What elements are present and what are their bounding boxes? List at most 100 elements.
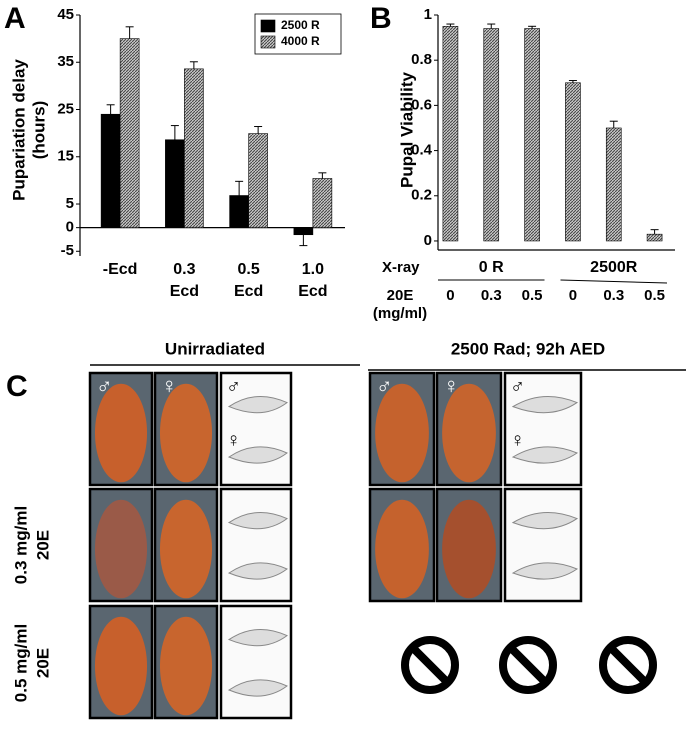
bar <box>646 233 663 242</box>
eye <box>159 383 213 483</box>
sex-symbol: ♂ <box>510 375 525 397</box>
y-tick-label: 0.2 <box>411 187 432 204</box>
y-tick-label: 0 <box>424 232 432 249</box>
group-label: 2500R <box>590 259 638 276</box>
bar <box>184 68 204 228</box>
panel-label: B <box>370 2 392 35</box>
wing <box>227 512 288 530</box>
row-label: 20E <box>33 530 52 560</box>
sex-symbol: ♂ <box>376 373 393 398</box>
wing <box>227 679 288 697</box>
bar <box>524 28 540 242</box>
panel-label: C <box>6 370 28 403</box>
x-tick-label: 1.0 <box>302 261 324 278</box>
eye <box>94 616 148 716</box>
bar <box>119 38 140 228</box>
bar <box>605 127 622 242</box>
bar <box>165 139 185 228</box>
wing-photo <box>219 604 293 720</box>
wing <box>511 395 579 414</box>
group-line <box>560 279 668 284</box>
eye <box>159 616 213 716</box>
wing-photo <box>503 487 583 603</box>
no-symbol-bar <box>608 645 648 685</box>
wing-photo <box>219 371 293 487</box>
eye <box>94 499 148 599</box>
no-symbol <box>599 636 657 694</box>
y-tick-label: 35 <box>57 53 74 70</box>
legend-swatch <box>260 19 276 33</box>
y-axis-label: (hours) <box>29 101 48 160</box>
row-label: (mg/ml) <box>373 305 427 322</box>
x-tick-label: 0.5 <box>522 287 543 304</box>
eye <box>94 383 148 483</box>
sex-symbol: ♀ <box>226 429 241 451</box>
wing-photo <box>503 371 583 487</box>
wing <box>227 396 288 414</box>
panel-label: A <box>4 2 26 35</box>
wing <box>227 629 288 647</box>
x-tick-label: 0.5 <box>644 287 665 304</box>
eye <box>375 499 429 599</box>
y-tick-label: 25 <box>57 100 74 117</box>
bar <box>100 113 121 228</box>
sex-symbol: ♂ <box>226 375 241 397</box>
y-axis-label: Pupariation delay <box>9 59 28 201</box>
x-tick-label: 0 <box>569 287 577 304</box>
no-symbol-bar <box>410 645 450 685</box>
eye <box>442 383 496 483</box>
y-axis-label: Pupal Viability <box>397 72 416 188</box>
row-label: 0.3 mg/ml <box>11 506 30 584</box>
group-label: 0 R <box>479 259 504 276</box>
column-header: 2500 Rad; 92h AED <box>451 339 605 358</box>
eye <box>159 499 213 599</box>
legend-label: 2500 R <box>281 18 320 32</box>
x-tick-label: Ecd <box>170 283 199 300</box>
x-tick-label: Ecd <box>298 283 327 300</box>
legend-swatch <box>260 35 276 49</box>
row-label: 20E <box>33 648 52 678</box>
bar <box>565 82 581 242</box>
y-tick-label: 0.8 <box>411 51 432 68</box>
bar <box>442 25 459 242</box>
sex-symbol: ♀ <box>161 373 178 398</box>
sex-symbol: ♀ <box>510 429 525 451</box>
sex-symbol: ♂ <box>96 373 113 398</box>
column-header: Unirradiated <box>165 339 265 358</box>
x-tick-label: 0.3 <box>603 287 624 304</box>
y-tick-label: 0.4 <box>411 142 433 159</box>
wing <box>511 562 579 580</box>
no-symbol <box>499 636 557 694</box>
bar <box>229 195 249 228</box>
y-tick-label: 45 <box>57 6 74 23</box>
bar <box>312 178 333 228</box>
x-tick-label: 0.3 <box>173 261 195 278</box>
wing <box>227 562 288 580</box>
y-tick-label: 0.6 <box>411 96 432 113</box>
row-label: X-ray <box>382 259 420 276</box>
eye <box>375 383 429 483</box>
eye <box>442 499 496 599</box>
x-tick-label: 0.3 <box>481 287 502 304</box>
x-tick-label: 0 <box>446 287 454 304</box>
row-label: 0.5 mg/ml <box>11 624 30 702</box>
bar <box>248 133 268 228</box>
x-tick-label: -Ecd <box>103 261 138 278</box>
wing <box>511 511 579 530</box>
y-tick-label: 15 <box>57 148 74 165</box>
x-tick-label: Ecd <box>234 283 263 300</box>
legend-label: 4000 R <box>281 34 320 48</box>
wing <box>511 446 579 464</box>
wing <box>227 446 288 464</box>
bar <box>483 28 500 242</box>
no-symbol-bar <box>508 645 548 685</box>
y-tick-label: 5 <box>66 195 74 212</box>
sex-symbol: ♀ <box>443 373 460 398</box>
wing-photo <box>219 487 293 603</box>
y-tick-label: 1 <box>424 6 432 23</box>
x-tick-label: 0.5 <box>238 261 260 278</box>
bar <box>293 227 314 236</box>
y-tick-label: -5 <box>61 242 74 259</box>
no-symbol <box>401 636 459 694</box>
